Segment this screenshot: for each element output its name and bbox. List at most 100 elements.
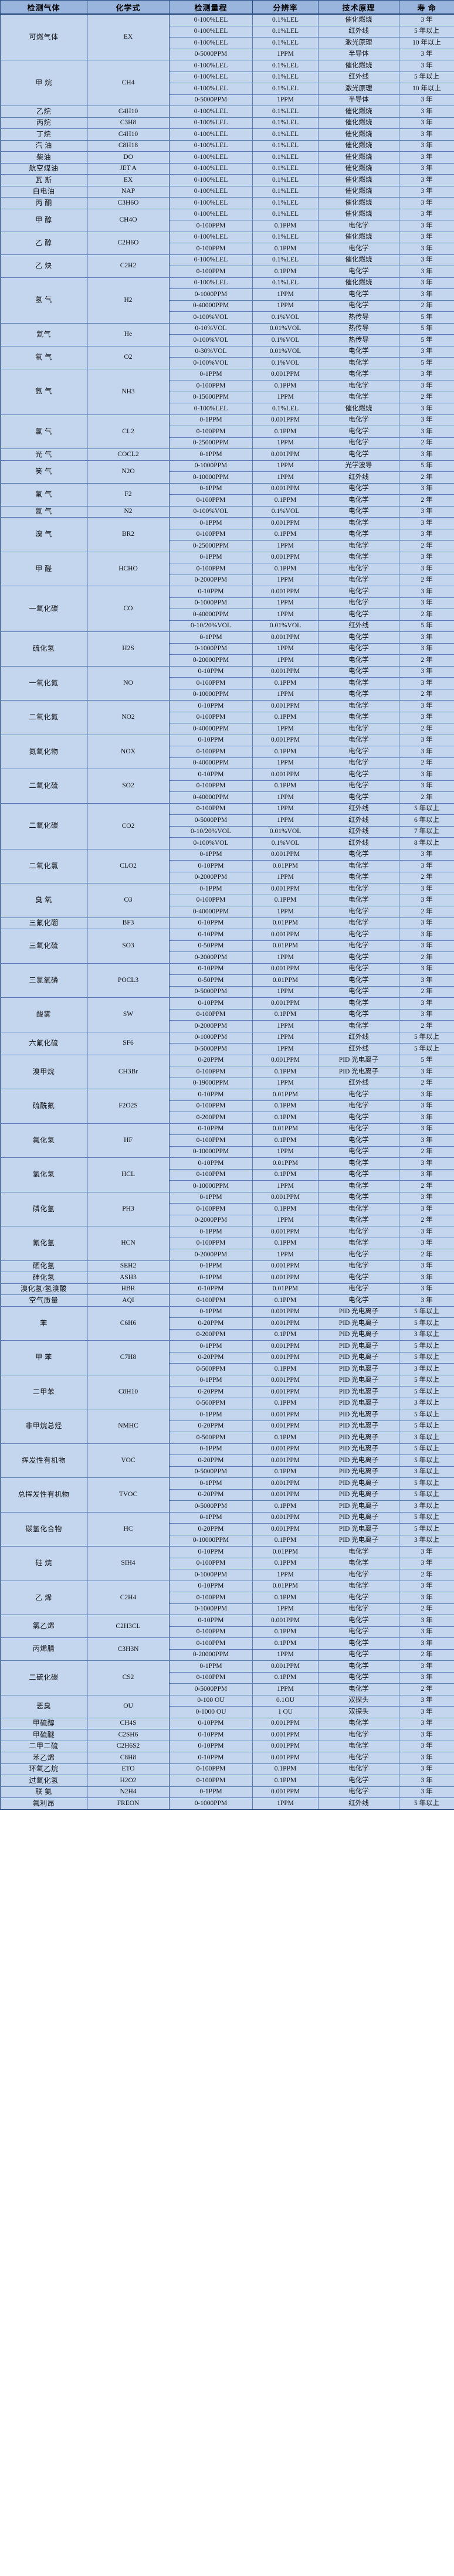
cell-lifetime: 2 年 xyxy=(399,757,454,769)
cell-resolution: 0.001PPM xyxy=(252,448,319,461)
cell-detection-range: 0-100PPM xyxy=(169,1763,253,1775)
cell-lifetime: 2 年 xyxy=(399,1569,454,1581)
header-resolution: 分辨率 xyxy=(252,0,319,15)
cell-technology: 电化学 xyxy=(318,1123,399,1135)
table-row: 硒化氢 SEH2 0-1PPM 0.001PPM 电化学 3 年 xyxy=(0,1260,454,1272)
cell-chemical-formula: C2H6S2 xyxy=(87,1740,170,1752)
table-row: 0-2000PPM 1PPM 电化学 2 年 xyxy=(1,1249,454,1261)
cell-technology: 热传导 xyxy=(318,311,399,324)
cell-lifetime: 3 年 xyxy=(399,643,454,655)
cell-resolution: 0.1PPM xyxy=(252,894,319,906)
cell-detection-range: 0-40000PPM xyxy=(169,791,253,804)
table-row: 氨 气 NH3 0-1PPM 0.001PPM 电化学 3 年 xyxy=(0,368,454,415)
cell-resolution: 1PPM xyxy=(252,460,319,472)
cell-detection-range: 0-100PPM xyxy=(169,528,253,541)
cell-gas-name: 航空煤油 xyxy=(0,162,87,175)
cell-lifetime: 3 年以上 xyxy=(399,1500,454,1513)
cell-detection-range: 0-1000PPM xyxy=(169,1569,253,1581)
cell-chemical-formula: H2S xyxy=(87,631,170,667)
cell-technology: 红外线 xyxy=(318,1797,399,1810)
cell-detection-range: 0-2000PPM xyxy=(169,1020,253,1032)
table-row: 汽 油 C8H18 0-100%LEL 0.1%LEL 催化燃烧 3 年 xyxy=(0,140,454,152)
cell-chemical-formula: SO3 xyxy=(87,929,170,964)
cell-technology: 催化燃烧 xyxy=(318,117,399,129)
cell-detection-range: 0-1PPM xyxy=(169,848,253,861)
cell-chemical-formula: CH4O xyxy=(87,208,170,232)
cell-technology: 电化学 xyxy=(318,1763,399,1775)
cell-gas-name: 溴 气 xyxy=(0,517,87,552)
table-row: 0-100PPM 0.1PPM 电化学 3 年 xyxy=(1,1592,454,1604)
cell-lifetime: 2 年 xyxy=(399,791,454,804)
cell-detection-range: 0-25000PPM xyxy=(169,437,253,449)
table-row: 空气质量 AQI 0-100PPM 0.1PPM 电化学 3 年 xyxy=(0,1294,454,1307)
cell-resolution: 0.001PPM xyxy=(252,1615,319,1627)
cell-lifetime: 3 年 xyxy=(399,746,454,758)
table-row: 过氧化氢 H2O2 0-100PPM 0.1PPM 电化学 3 年 xyxy=(0,1775,454,1787)
cell-technology: 电化学 xyxy=(318,1214,399,1226)
cell-detection-range: 0-100%LEL xyxy=(169,162,253,175)
cell-technology: 电化学 xyxy=(318,609,399,621)
cell-resolution: 1PPM xyxy=(252,803,319,815)
cell-technology: 电化学 xyxy=(318,917,399,929)
cell-technology: 电化学 xyxy=(318,1180,399,1192)
cell-resolution: 0.001PPM xyxy=(252,665,319,678)
cell-technology: 电化学 xyxy=(318,1168,399,1181)
table-row: 可燃气体 EX 0-100%LEL 0.1%LEL 催化燃烧 3 年 xyxy=(0,13,454,60)
cell-lifetime: 3 年 xyxy=(399,1191,454,1204)
cell-resolution: 0.1PPM xyxy=(252,1432,319,1444)
cell-resolution: 0.001PPM xyxy=(252,1386,319,1398)
cell-chemical-formula: ETO xyxy=(87,1763,170,1775)
cell-lifetime: 3 年 xyxy=(399,1729,454,1741)
cell-resolution: 0.001PPM xyxy=(252,1351,319,1364)
cell-technology: 红外线 xyxy=(318,1031,399,1044)
cell-resolution: 1PPM xyxy=(252,1649,319,1661)
cell-detection-range: 0-100%LEL xyxy=(169,106,253,118)
cell-detection-range: 0-10PPM xyxy=(169,997,253,1010)
cell-detection-range: 0-2000PPM xyxy=(169,1214,253,1226)
cell-detection-range: 0-1000PPM xyxy=(169,1603,253,1615)
cell-resolution: 0.1PPM xyxy=(252,426,319,438)
cell-gas-name: 氮氧化物 xyxy=(0,734,87,769)
cell-detection-range: 0-25000PPM xyxy=(169,540,253,552)
cell-resolution: 0.1PPM xyxy=(252,746,319,758)
cell-detection-range: 0-10PPM xyxy=(169,586,253,598)
cell-lifetime: 3 年 xyxy=(399,1580,454,1592)
cell-detection-range: 0-100%LEL xyxy=(169,25,253,38)
cell-resolution: 0.01PPM xyxy=(252,974,319,987)
cell-chemical-formula: O3 xyxy=(87,883,170,918)
cell-technology: 电化学 xyxy=(318,266,399,278)
cell-chemical-formula: CH4S xyxy=(87,1717,170,1729)
cell-lifetime: 3 年 xyxy=(399,1112,454,1124)
table-row: 乙烷 C4H10 0-100%LEL 0.1%LEL 催化燃烧 3 年 xyxy=(0,106,454,118)
cell-resolution: 0.1PPM xyxy=(252,266,319,278)
table-row: 0-10000PPM 1PPM 电化学 2 年 xyxy=(1,688,454,701)
cell-detection-range: 0-100%LEL xyxy=(169,128,253,141)
cell-gas-name: 非甲烷总烃 xyxy=(0,1409,87,1444)
cell-technology: 激光原理 xyxy=(318,83,399,95)
cell-lifetime: 3 年以上 xyxy=(399,1534,454,1547)
cell-lifetime: 3 年 xyxy=(399,448,454,461)
cell-chemical-formula: HC xyxy=(87,1511,170,1547)
cell-chemical-formula: HCN xyxy=(87,1226,170,1261)
cell-gas-name: 丙烷 xyxy=(0,117,87,129)
cell-resolution: 1PPM xyxy=(252,609,319,621)
cell-resolution: 1PPM xyxy=(252,1043,319,1055)
cell-detection-range: 0-100PPM xyxy=(169,1592,253,1604)
cell-technology: 电化学 xyxy=(318,906,399,918)
cell-resolution: 1PPM xyxy=(252,1603,319,1615)
cell-gas-name: 二硫化碳 xyxy=(0,1660,87,1695)
cell-technology: 电化学 xyxy=(318,1226,399,1238)
cell-detection-range: 0-40000PPM xyxy=(169,906,253,918)
cell-resolution: 1PPM xyxy=(252,391,319,403)
cell-lifetime: 2 年 xyxy=(399,1146,454,1158)
cell-lifetime: 3 年 xyxy=(399,860,454,872)
table-row: 苯乙烯 C8H8 0-10PPM 0.001PPM 电化学 3 年 xyxy=(0,1752,454,1764)
cell-lifetime: 3 年 xyxy=(399,940,454,952)
cell-technology: PID 光电离子 xyxy=(318,1466,399,1478)
cell-technology: 催化燃烧 xyxy=(318,128,399,141)
cell-lifetime: 3 年 xyxy=(399,128,454,141)
cell-technology: PID 光电离子 xyxy=(318,1454,399,1467)
cell-lifetime: 3 年 xyxy=(399,1637,454,1650)
cell-detection-range: 0-10/20%VOL xyxy=(169,825,253,838)
cell-resolution: 0.1PPM xyxy=(252,1294,319,1307)
